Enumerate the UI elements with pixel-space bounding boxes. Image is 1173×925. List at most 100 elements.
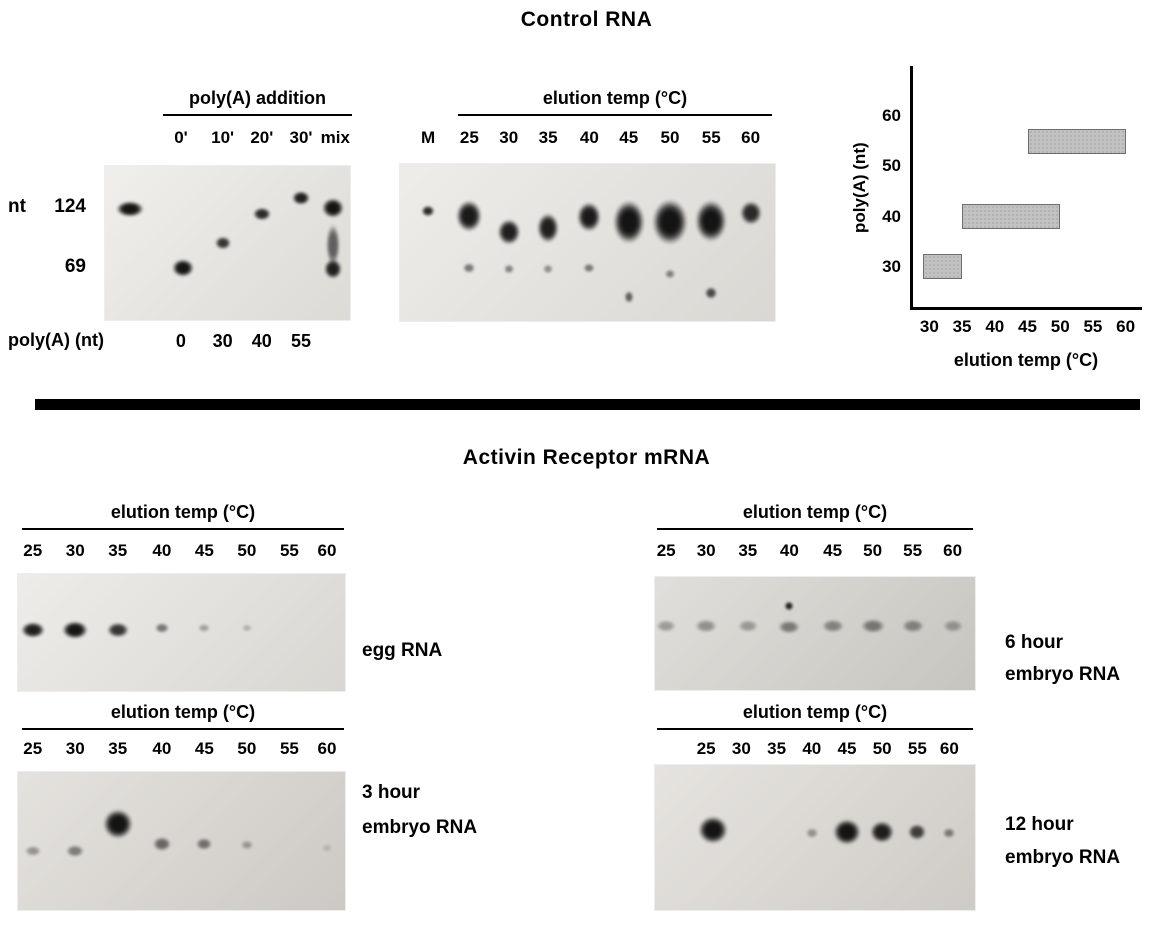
section-divider xyxy=(35,399,1140,410)
lane-label: 30 xyxy=(65,541,85,560)
chart-y-tick-label: 40 xyxy=(882,206,901,226)
gel-spot xyxy=(908,823,927,840)
gel-spot xyxy=(870,820,895,843)
lane-label: 0 xyxy=(175,331,186,351)
embryo-3h-lane-labels: 25 30 35 40 45 50 55 60 xyxy=(18,739,345,759)
gel-spot xyxy=(214,236,231,250)
polya-vs-elution-temp-chart: poly(A) (nt) 30 35 40 45 50 55 60 60 50 40 30 elut… xyxy=(838,60,1172,390)
chart-x-tick-label: 30 xyxy=(919,317,939,336)
embryo-12h-elution-header: elution temp (°C) xyxy=(657,702,973,730)
size-marker-69: 69 xyxy=(64,256,86,277)
embryo-3h-label-line2: embryo RNA xyxy=(362,817,478,838)
embryo-3h-label-line1: 3 hour xyxy=(362,782,421,803)
polya-lane-labels: 0' 10' 20' 30' mix xyxy=(105,128,350,148)
lane-label: 25 xyxy=(696,739,716,758)
gel-spot xyxy=(697,816,728,845)
gel-spot xyxy=(652,199,688,246)
chart-bar xyxy=(922,254,963,280)
lane-label: 25 xyxy=(23,541,43,560)
control-elution-lane-labels: M 25 30 35 40 45 50 55 60 xyxy=(400,128,775,148)
chart-x-axis-label: elution temp (°C) xyxy=(953,350,1099,370)
lane-label: 50 xyxy=(863,541,883,560)
lane-label: 40 xyxy=(579,128,599,147)
gel-spot xyxy=(196,837,213,850)
gel-spot xyxy=(241,624,252,632)
chart-bar xyxy=(962,204,1061,230)
embryo-6h-gel-blot xyxy=(655,577,975,690)
lane-label: 45 xyxy=(823,541,843,560)
lane-label: 50 xyxy=(660,128,680,147)
control-elution-gel-blot xyxy=(400,164,775,321)
gel-spot xyxy=(543,264,554,274)
gel-spot xyxy=(656,619,677,632)
control-rna-section-title: Control RNA xyxy=(520,8,653,31)
embryo-3h-gel-blot xyxy=(18,772,345,910)
chart-x-tick-label: 50 xyxy=(1050,317,1070,336)
polya-addition-header: poly(A) addition xyxy=(163,88,352,116)
gel-spot xyxy=(292,191,310,206)
lane-label: 30' xyxy=(289,128,313,147)
lane-label: 40 xyxy=(152,739,172,758)
gel-spot xyxy=(503,264,514,274)
lane-label: 50 xyxy=(872,739,892,758)
gel-spot xyxy=(252,207,271,221)
gel-spot xyxy=(943,828,956,839)
gel-spot xyxy=(577,202,602,233)
gel-spot xyxy=(624,291,634,304)
lane-label: 30 xyxy=(731,739,751,758)
embryo-6h-elution-header: elution temp (°C) xyxy=(657,502,973,530)
embryo-3h-elution-header: elution temp (°C) xyxy=(22,702,344,730)
gel-spot xyxy=(198,623,211,632)
gel-spot xyxy=(695,199,728,242)
gel-spot xyxy=(497,218,521,245)
polya-gel-blot xyxy=(105,166,350,320)
lane-label: 30 xyxy=(499,128,519,147)
gel-spot xyxy=(778,620,801,634)
gel-spot xyxy=(833,818,861,845)
gel-spot xyxy=(154,622,169,633)
nt-axis-label: nt xyxy=(8,196,26,217)
gel-spot xyxy=(705,286,718,299)
lane-label: 35 xyxy=(538,128,558,147)
lane-label: 35 xyxy=(738,541,758,560)
lane-label: 30 xyxy=(65,739,85,758)
gel-spot xyxy=(537,213,560,244)
egg-rna-label: egg RNA xyxy=(362,640,443,661)
chart-y-tick-label: 60 xyxy=(882,106,901,126)
chart-x-tick-label: 55 xyxy=(1083,317,1103,336)
lane-label: 55 xyxy=(279,541,299,560)
lane-label: 0' xyxy=(174,128,188,147)
lane-label: 60 xyxy=(317,541,337,560)
gel-spot xyxy=(172,258,195,277)
embryo-6h-label-line2: embryo RNA xyxy=(1005,664,1121,685)
gel-spot xyxy=(456,199,483,232)
gel-spot xyxy=(901,619,924,633)
lane-label: 55 xyxy=(279,739,299,758)
lane-label: 45 xyxy=(837,739,857,758)
gel-spot xyxy=(784,601,794,611)
embryo-6h-label-line1: 6 hour xyxy=(1005,632,1064,653)
gel-spot xyxy=(115,201,144,218)
lane-label: 10' xyxy=(211,128,235,147)
gel-spot xyxy=(20,622,45,639)
gel-spot xyxy=(665,269,675,279)
lane-label: 40 xyxy=(802,739,822,758)
lane-label: 60 xyxy=(317,739,337,758)
gel-spot xyxy=(152,836,171,851)
lane-label: 45 xyxy=(619,128,639,147)
lane-label: 55 xyxy=(907,739,927,758)
embryo-12h-label-line2: embryo RNA xyxy=(1005,847,1121,868)
lane-label: 40 xyxy=(152,541,172,560)
gel-spot xyxy=(739,200,762,225)
gel-spot xyxy=(942,619,963,632)
lane-label: 55 xyxy=(903,541,923,560)
lane-label: 35 xyxy=(767,739,787,758)
lane-label: 55 xyxy=(701,128,721,147)
gel-spot xyxy=(612,200,645,245)
gel-spot xyxy=(463,262,476,273)
activin-section-title: Activin Receptor mRNA xyxy=(462,446,711,469)
gel-spot xyxy=(323,259,342,280)
gel-spot xyxy=(421,205,435,217)
gel-spot xyxy=(24,845,41,856)
chart-y-tick-label: 30 xyxy=(882,256,901,276)
